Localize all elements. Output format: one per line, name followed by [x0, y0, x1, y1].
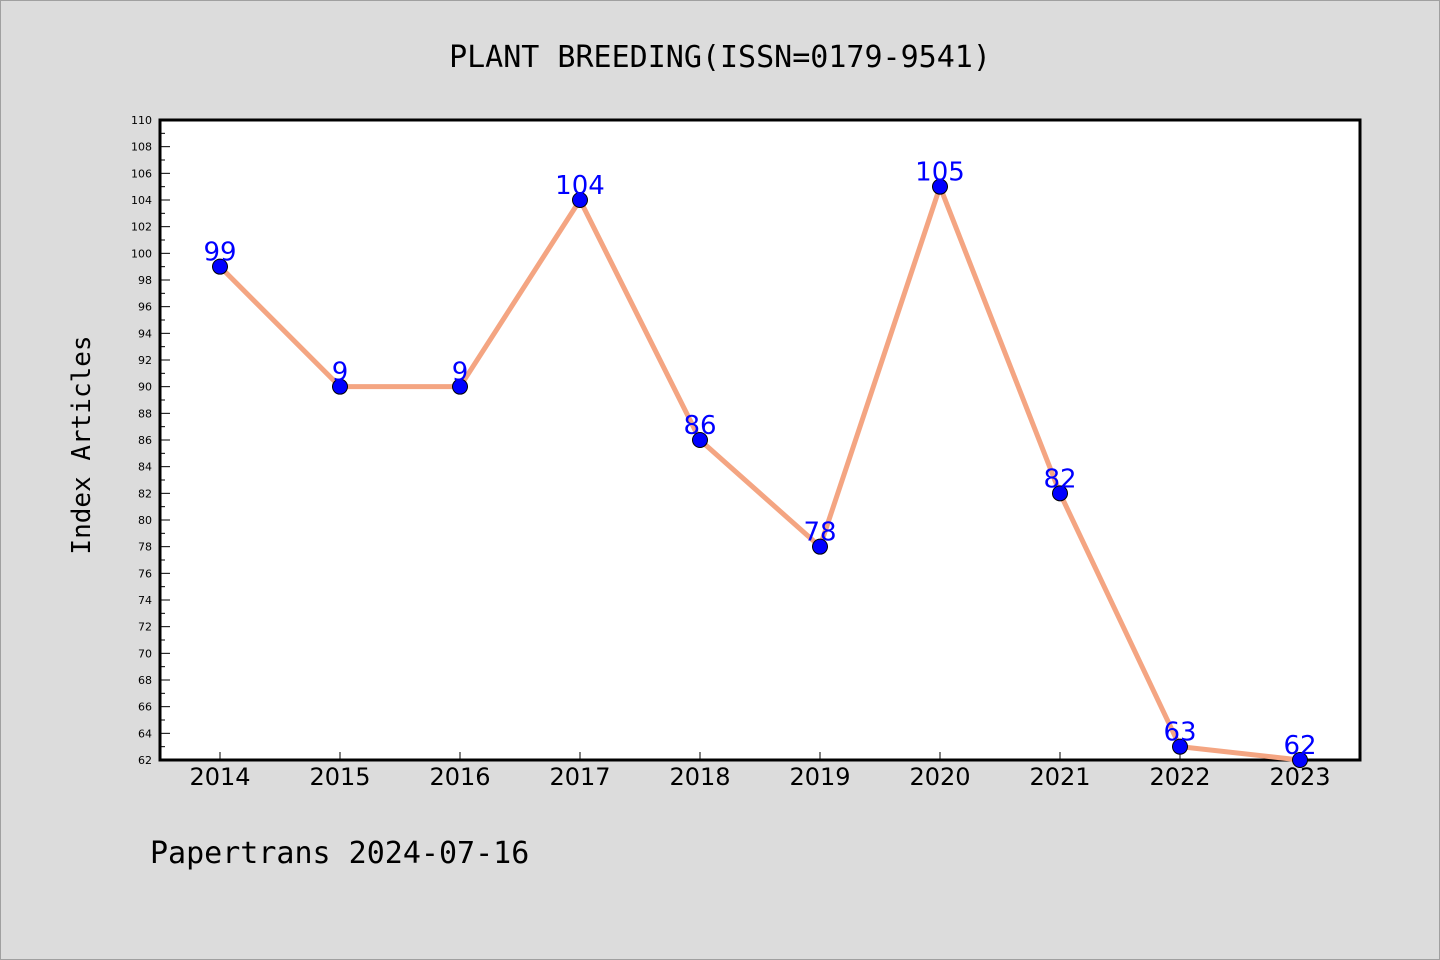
data-label: 99: [203, 238, 236, 268]
y-tick-label: 92: [138, 354, 152, 367]
y-tick-label: 106: [131, 167, 152, 180]
y-tick-label: 108: [131, 141, 152, 154]
footer-text: Papertrans 2024-07-16: [150, 836, 529, 871]
series-line: [217, 184, 1303, 763]
data-label: 105: [915, 158, 965, 188]
y-tick-label: 70: [138, 647, 152, 660]
data-label: 104: [555, 171, 605, 201]
data-point: [932, 178, 948, 195]
data-point: [332, 378, 348, 395]
x-tick-label: 2017: [549, 763, 610, 791]
y-tick-label: 84: [138, 461, 152, 474]
y-axis-label: Index Articles: [67, 335, 97, 554]
y-tick-label: 66: [138, 701, 152, 714]
y-tick-label: 82: [138, 487, 152, 500]
x-tick-label: 2020: [909, 763, 970, 791]
y-tick-label: 64: [138, 727, 152, 740]
y-tick-label: 62: [138, 754, 152, 767]
data-label: 78: [803, 518, 836, 548]
y-axis: 62 64 66 68 70 72 74 76 78 80 82 84 86 88 90 92 94 96 98 10…: [131, 114, 170, 767]
y-tick-label: 76: [138, 567, 152, 580]
y-tick-label: 110: [131, 114, 152, 127]
y-tick-label: 98: [138, 274, 152, 287]
y-tick-label: 68: [138, 674, 152, 687]
y-tick-label: 96: [138, 301, 152, 314]
data-point: [212, 258, 228, 275]
y-tick-label: 94: [138, 327, 152, 340]
x-tick-label: 2015: [309, 763, 370, 791]
data-point: [812, 538, 828, 555]
data-label: 9: [452, 358, 469, 388]
chart-title: PLANT BREEDING(ISSN=0179-9541): [449, 40, 991, 75]
y-tick-label: 104: [131, 194, 152, 207]
data-point: [1052, 485, 1068, 502]
x-tick-label: 2014: [189, 763, 250, 791]
y-tick-label: 88: [138, 407, 152, 420]
data-label: 82: [1043, 464, 1076, 494]
y-tick-label: 102: [131, 221, 152, 234]
data-label: 9: [332, 358, 349, 388]
data-point: [572, 192, 588, 208]
x-tick-label: 2016: [429, 763, 490, 791]
x-tick-label: 2019: [789, 763, 850, 791]
y-tick-label: 72: [138, 621, 152, 634]
y-tick-label: 80: [138, 514, 152, 527]
y-tick-label: 86: [138, 434, 152, 447]
x-axis: 2014 2015 2016 2017 2018 2019 2020 2021 2022 2023: [189, 752, 1331, 791]
data-markers: [212, 178, 1308, 768]
x-tick-label: 2021: [1029, 763, 1090, 791]
series-line-group: [217, 184, 1303, 763]
data-point: [1172, 738, 1188, 755]
y-tick-label: 90: [138, 381, 152, 394]
data-label: 63: [1163, 718, 1196, 748]
plot-area: [158, 118, 1362, 762]
data-label: 62: [1283, 731, 1316, 761]
y-tick-label: 74: [138, 594, 152, 607]
y-tick-label: 100: [131, 247, 152, 260]
data-point: [1292, 752, 1308, 768]
data-point: [452, 378, 468, 395]
y-tick-label: 78: [138, 541, 152, 554]
data-point: [692, 432, 708, 448]
x-tick-label: 2022: [1149, 763, 1210, 791]
x-tick-label: 2018: [669, 763, 730, 791]
data-label: 86: [683, 411, 716, 441]
